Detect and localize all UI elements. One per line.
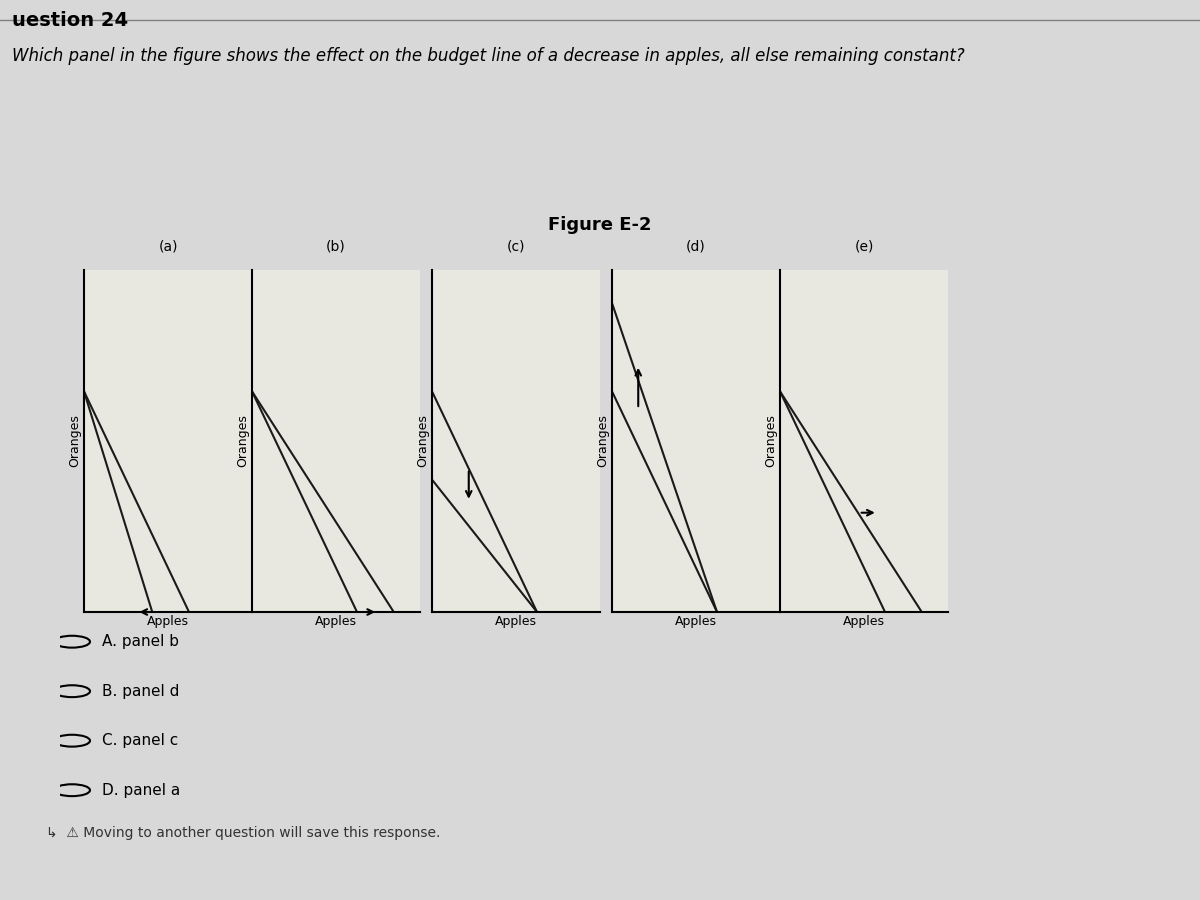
Text: uestion 24: uestion 24 — [12, 11, 128, 30]
X-axis label: Apples: Apples — [496, 615, 538, 628]
X-axis label: Apples: Apples — [842, 615, 886, 628]
X-axis label: Apples: Apples — [148, 615, 190, 628]
Title: (e): (e) — [854, 239, 874, 254]
Text: ↳  ⚠ Moving to another question will save this response.: ↳ ⚠ Moving to another question will save… — [46, 825, 440, 840]
Text: C. panel c: C. panel c — [102, 734, 179, 748]
Y-axis label: Oranges: Oranges — [416, 415, 430, 467]
Title: (d): (d) — [686, 239, 706, 254]
Title: (a): (a) — [158, 239, 178, 254]
Text: A. panel b: A. panel b — [102, 634, 179, 649]
X-axis label: Apples: Apples — [674, 615, 718, 628]
Title: (b): (b) — [326, 239, 346, 254]
Title: (c): (c) — [506, 239, 526, 254]
X-axis label: Apples: Apples — [314, 615, 358, 628]
Y-axis label: Oranges: Oranges — [68, 415, 82, 467]
Y-axis label: Oranges: Oranges — [596, 415, 610, 467]
Text: D. panel a: D. panel a — [102, 783, 180, 797]
Text: Which panel in the figure shows the effect on the budget line of a decrease in a: Which panel in the figure shows the effe… — [12, 47, 965, 66]
Y-axis label: Oranges: Oranges — [236, 415, 250, 467]
Text: Figure E-2: Figure E-2 — [548, 216, 652, 234]
Text: B. panel d: B. panel d — [102, 684, 179, 698]
Y-axis label: Oranges: Oranges — [764, 415, 778, 467]
